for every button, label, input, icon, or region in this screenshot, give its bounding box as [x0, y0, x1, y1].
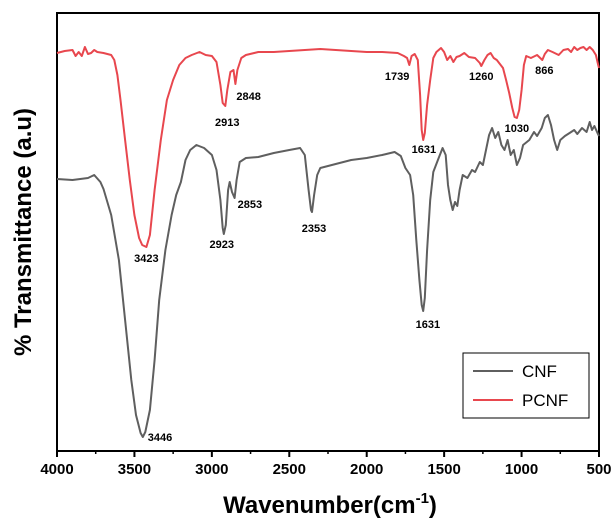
legend-box [462, 352, 590, 419]
x-axis-title: Wavenumber(cm-1) [223, 490, 437, 519]
x-axis-title-sup: -1 [416, 490, 429, 507]
x-tick-label: 2000 [350, 461, 383, 478]
peak-annotation: 2353 [302, 223, 326, 235]
x-tick-label: 1000 [505, 461, 538, 478]
x-tick-label: 1500 [427, 461, 460, 478]
peak-annotation: 2853 [238, 199, 262, 211]
legend: CNF PCNF [462, 352, 590, 419]
peak-annotation: 1631 [412, 144, 436, 156]
peak-annotation: 866 [535, 65, 553, 77]
x-tick-label: 3000 [195, 461, 228, 478]
x-tick-label: 2500 [273, 461, 306, 478]
annotation-layer: 3446 2923 2853 2353 1631 3423 2913 2848 1739 1631… [134, 65, 553, 444]
y-axis-title: % Transmittance (a.u) [10, 108, 37, 356]
series-layer [56, 46, 600, 438]
x-axis-title-end: ) [429, 492, 437, 519]
peak-annotation: 2848 [236, 91, 260, 103]
peak-annotation: 1631 [416, 319, 440, 331]
peak-annotation: 1739 [385, 71, 409, 83]
series-line-pcnf [56, 46, 600, 248]
peak-annotation: 1030 [505, 123, 529, 135]
x-tick-label: 500 [586, 461, 611, 478]
x-tick-label: 3500 [118, 461, 151, 478]
peak-annotation: 3446 [148, 432, 172, 444]
legend-label-pcnf: PCNF [522, 391, 568, 410]
legend-label-cnf: CNF [522, 362, 557, 381]
peak-annotation: 2913 [215, 117, 239, 129]
series-line-cnf [56, 114, 600, 438]
x-tick-layer: 4000 3500 3000 2500 2000 1500 1000 500 [40, 451, 612, 478]
peak-annotation: 1260 [469, 71, 493, 83]
x-tick-label: 4000 [40, 461, 73, 478]
x-axis-title-main: Wavenumber(cm [223, 492, 416, 519]
peak-annotation: 3423 [134, 253, 158, 265]
peak-annotation: 2923 [210, 239, 234, 251]
